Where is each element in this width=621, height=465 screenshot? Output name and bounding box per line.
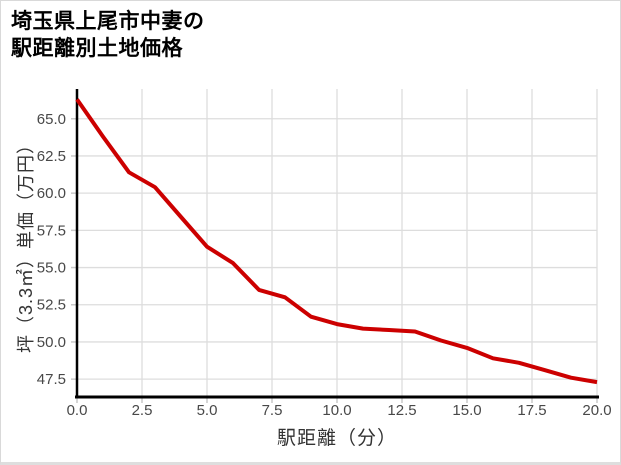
y-axis-title: 坪（3.3㎡）単価（万円）: [16, 134, 36, 354]
y-axis-tick-label: 47.5: [37, 371, 66, 388]
y-axis-tick-label: 50.0: [37, 334, 66, 351]
x-axis-tick-label: 10.0: [322, 402, 351, 419]
x-axis-tick-label: 17.5: [517, 402, 546, 419]
y-axis-tick-label: 55.0: [37, 260, 66, 277]
price-line-series: [75, 98, 598, 385]
x-axis-tick-label: 2.5: [132, 402, 153, 419]
x-axis-tick-label: 5.0: [197, 402, 218, 419]
y-axis-tick-label: 57.5: [37, 222, 66, 239]
chart-title: 埼玉県上尾市中妻の 駅距離別土地価格: [11, 8, 205, 63]
y-axis-tick-label: 62.5: [37, 148, 66, 165]
x-axis-tick-label: 15.0: [452, 402, 481, 419]
chart-title-line1: 埼玉県上尾市中妻の: [11, 10, 205, 33]
x-axis-tick-label: 20.0: [582, 402, 611, 419]
y-axis-tick-label: 60.0: [37, 185, 66, 202]
chart-title-line2: 駅距離別土地価格: [11, 37, 183, 61]
x-axis-title: 駅距離（分）: [276, 428, 397, 449]
x-axis-tick-label: 12.5: [387, 402, 416, 419]
x-axis-tick-label: 0.0: [67, 402, 88, 419]
y-axis-tick-label: 52.5: [37, 297, 66, 314]
y-axis-tick-label: 65.0: [37, 111, 66, 128]
x-axis-tick-label: 7.5: [262, 402, 283, 419]
